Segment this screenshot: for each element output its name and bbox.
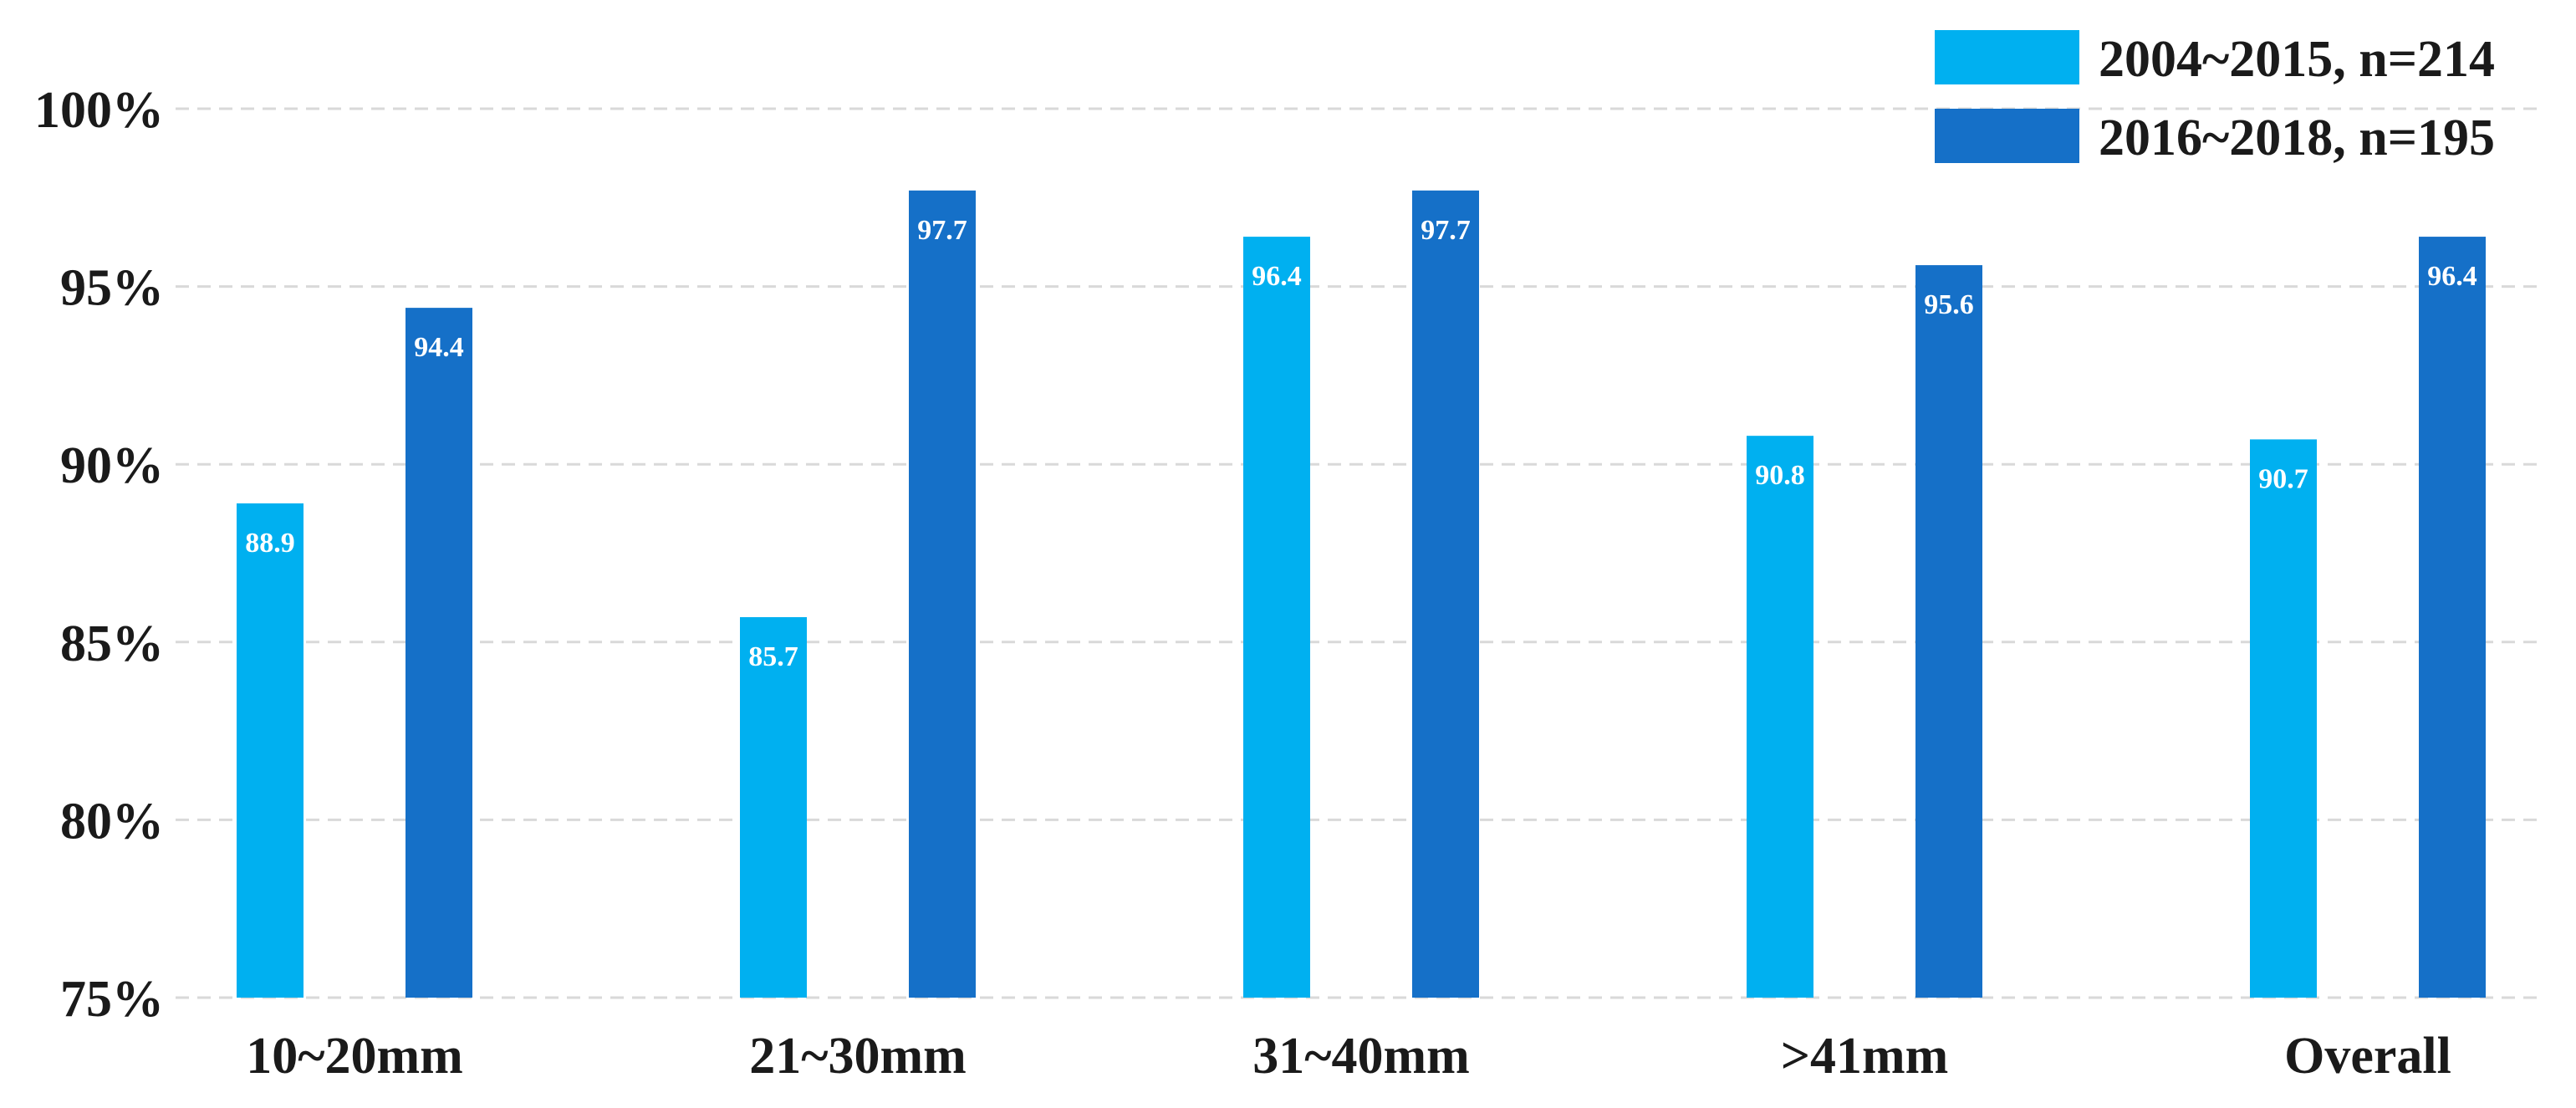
bar-value-label: 96.4 bbox=[1252, 261, 1302, 292]
bar-value-label: 94.4 bbox=[414, 332, 464, 363]
bar-value-label: 85.7 bbox=[748, 641, 798, 672]
bar-series2 bbox=[406, 308, 472, 998]
legend: 2004~2015, n=214 2016~2018, n=195 bbox=[1935, 30, 2495, 166]
y-tick-label: 75% bbox=[60, 971, 164, 1028]
y-tick-label: 90% bbox=[60, 437, 164, 494]
y-tick-label: 85% bbox=[60, 615, 164, 672]
y-tick-label: 95% bbox=[60, 260, 164, 317]
data-labels: 88.9 85.7 96.4 90.8 90.7 94.4 97.7 97.7 95.6 96.4 bbox=[245, 215, 2477, 672]
legend-swatch bbox=[1935, 30, 2079, 84]
legend-label: 2004~2015, n=214 bbox=[2099, 31, 2495, 88]
bar-value-label: 95.6 bbox=[1924, 289, 1974, 320]
x-tick-label: 21~30mm bbox=[749, 1028, 967, 1085]
x-tick-label: 10~20mm bbox=[246, 1028, 463, 1085]
y-tick-label: 80% bbox=[60, 793, 164, 850]
bar-series1 bbox=[740, 617, 807, 998]
legend-label: 2016~2018, n=195 bbox=[2099, 110, 2495, 166]
bar-series1 bbox=[2250, 439, 2317, 998]
x-axis: 10~20mm 21~30mm 31~40mm >41mm Overall bbox=[246, 1028, 2451, 1085]
bar-value-label: 97.7 bbox=[917, 215, 967, 246]
bar-value-label: 96.4 bbox=[2427, 261, 2477, 292]
bar-value-label: 90.8 bbox=[1755, 460, 1805, 491]
bar-series2 bbox=[909, 190, 976, 998]
y-axis: 75% 80% 85% 90% 95% 100% bbox=[34, 82, 164, 1028]
bar-value-label: 97.7 bbox=[1421, 215, 1471, 246]
x-tick-label: >41mm bbox=[1781, 1028, 1949, 1085]
gridlines bbox=[176, 107, 2542, 999]
bar-series1 bbox=[237, 503, 304, 998]
bar-value-label: 88.9 bbox=[245, 528, 295, 559]
bar-series1 bbox=[1243, 237, 1310, 998]
y-tick-label: 100% bbox=[34, 82, 164, 139]
bar-series2 bbox=[2419, 237, 2486, 998]
bars bbox=[237, 190, 2486, 998]
legend-swatch bbox=[1935, 109, 2079, 163]
x-tick-label: Overall bbox=[2284, 1028, 2451, 1085]
bar-value-label: 90.7 bbox=[2258, 463, 2308, 494]
bar-series1 bbox=[1747, 436, 1813, 998]
bar-series2 bbox=[1412, 190, 1479, 998]
x-tick-label: 31~40mm bbox=[1252, 1028, 1470, 1085]
bar-series2 bbox=[1915, 265, 1982, 998]
